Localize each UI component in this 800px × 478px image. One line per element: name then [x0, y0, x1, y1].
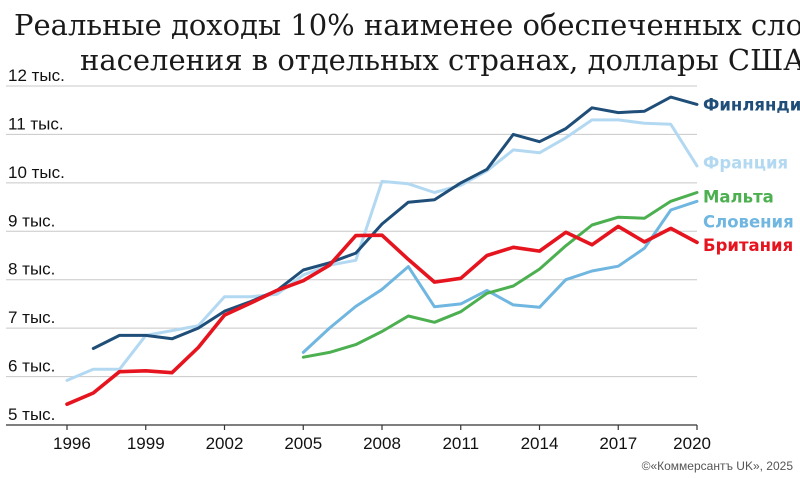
gridlines	[6, 85, 697, 426]
x-tick-label: 2008	[363, 434, 401, 453]
y-tick-label: 10 тыс.	[8, 163, 65, 182]
series-line	[301, 199, 699, 354]
legend-label: Финляндия	[703, 95, 800, 114]
x-tick-label: 2011	[442, 434, 479, 453]
x-tick-label: 2020	[673, 434, 711, 453]
x-tick-label: 2014	[521, 434, 559, 453]
x-tick-label: 1999	[127, 434, 165, 453]
x-axis-ticks: 1996 1999 2002 2005 2008 2011 2014 2017 2020	[53, 425, 711, 453]
x-tick-label: 1996	[53, 434, 91, 453]
chart-title-line-2: населения в отдельных странах, доллары С…	[80, 43, 800, 77]
y-tick-label: 9 тыс.	[8, 211, 55, 230]
data-series	[65, 95, 699, 407]
series-line	[301, 191, 699, 359]
legend-label: Словения	[703, 213, 794, 232]
y-tick-label: 5 тыс.	[8, 405, 55, 424]
legend: Финляндия Франция Мальта Словения Британия	[703, 95, 800, 254]
series-line	[91, 95, 699, 350]
x-tick-label: 2002	[206, 434, 244, 453]
credit-text: ©«Коммерсантъ UK», 2025	[642, 459, 794, 473]
y-tick-label: 12 тыс.	[8, 66, 65, 85]
chart-title: Реальные доходы 10% наименее обеспеченны…	[14, 8, 800, 77]
x-tick-label: 2017	[599, 434, 637, 453]
series-line	[65, 224, 699, 407]
chart-title-line-1: Реальные доходы 10% наименее обеспеченны…	[14, 8, 800, 42]
legend-label: Франция	[703, 154, 788, 173]
legend-label: Мальта	[703, 187, 774, 206]
x-tick-label: 2005	[284, 434, 322, 453]
y-tick-label: 7 тыс.	[8, 308, 55, 327]
y-axis-ticks: 5 тыс. 6 тыс. 7 тыс. 8 тыс. 9 тыс. 10 тыс. 11 …	[8, 66, 65, 424]
y-tick-label: 6 тыс.	[8, 357, 55, 376]
series-line	[65, 118, 699, 382]
legend-label: Британия	[703, 236, 793, 255]
y-tick-label: 8 тыс.	[8, 260, 55, 279]
y-tick-label: 11 тыс.	[8, 114, 64, 133]
